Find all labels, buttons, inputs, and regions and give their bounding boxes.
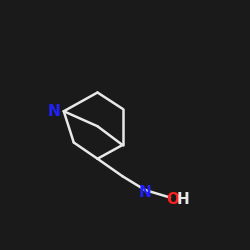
- Text: N: N: [138, 185, 151, 200]
- Text: H: H: [176, 192, 189, 208]
- Text: N: N: [48, 104, 60, 119]
- Text: O: O: [166, 192, 179, 208]
